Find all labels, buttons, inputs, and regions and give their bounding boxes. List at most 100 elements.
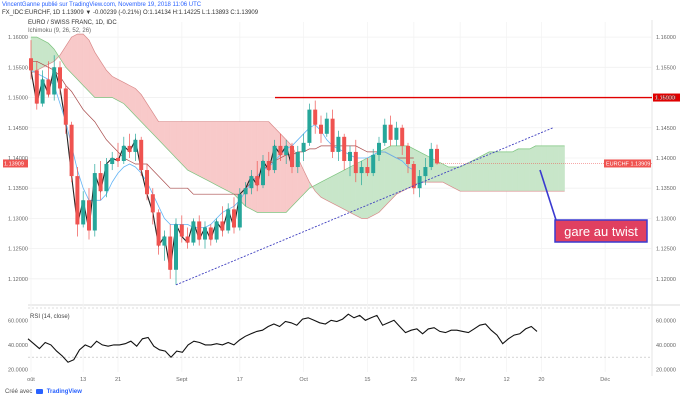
candle-body — [371, 154, 376, 174]
annotation-text: gare au twist — [564, 224, 638, 239]
cloud-segment — [175, 121, 183, 165]
axes: 1.12000 1.12000 1.12500 1.12500 1.13000 1.130… — [8, 35, 676, 383]
candle-body — [266, 160, 271, 171]
price-tick-right: 1.15500 — [656, 65, 676, 71]
candle-body — [342, 136, 347, 161]
time-tick-label: Déc — [600, 377, 610, 383]
time-tick-label: 17 — [237, 377, 243, 383]
cloud-segment — [460, 163, 467, 192]
cloud-segment — [245, 121, 252, 210]
cloud-segment — [71, 33, 78, 80]
cloud-segment — [82, 33, 90, 92]
price-tick-left: 1.15000 — [8, 96, 28, 102]
level-price-label: 1.15000 — [655, 96, 675, 102]
cloud-segment — [198, 121, 206, 180]
candle-body — [162, 236, 167, 246]
brand-name: TradingView — [46, 389, 82, 396]
rsi-title: RSI (14, close) — [30, 314, 70, 320]
candle-body — [301, 142, 306, 152]
level-price-tag — [653, 93, 680, 102]
time-tick-label: 13 — [80, 377, 86, 383]
cloud-segment — [384, 145, 391, 207]
price-tick-left: 1.15500 — [8, 65, 28, 71]
cloud-segment — [280, 133, 287, 213]
cloud-segment — [117, 79, 125, 104]
rsi-tick-right: 40.0000 — [656, 343, 676, 349]
candle-body — [324, 118, 329, 134]
chikou-span-line — [30, 67, 293, 270]
cloud-segment — [512, 148, 519, 192]
candle-body — [139, 139, 144, 171]
candle-body — [214, 221, 219, 240]
candle-body — [220, 221, 225, 231]
time-tick-label: 15 — [364, 377, 370, 383]
price-tick-right: 1.15000 — [656, 96, 676, 102]
candle-body — [307, 109, 312, 143]
cloud-segment — [251, 121, 258, 213]
cloud-segment — [547, 145, 554, 192]
cloud-segment — [558, 145, 565, 192]
candle-body — [110, 157, 115, 165]
cloud-segment — [233, 121, 241, 201]
cloud-segment — [274, 127, 281, 213]
annotation-box — [554, 219, 648, 243]
time-tick-label: oût — [27, 377, 35, 383]
candle-body — [261, 160, 265, 186]
annotation-arrow — [539, 169, 557, 221]
candle-body — [400, 127, 405, 146]
left-price-label: 1.13909 — [4, 161, 24, 167]
candle-body — [435, 148, 439, 164]
cloud-segment — [326, 175, 333, 204]
candle-body — [197, 221, 202, 240]
candle-body — [353, 151, 358, 174]
cloud-segment — [187, 121, 194, 174]
cloud-segment — [483, 151, 490, 192]
candle-body — [330, 118, 335, 152]
candle-body — [290, 145, 294, 168]
rsi-tick-left: 20.0000 — [8, 368, 28, 374]
candle-body — [116, 157, 120, 161]
candle-body — [394, 127, 399, 140]
cloud-segment — [181, 121, 188, 171]
candle-body — [127, 145, 132, 152]
candle-body — [156, 212, 161, 246]
quote-line: FX_IDC:EURCHF, 1D 1.13909 ▼ -0.00239 (-0… — [2, 10, 259, 16]
candle-body — [336, 136, 341, 152]
cloud-segment — [529, 145, 536, 192]
tradingview-brand[interactable]: Créé avec TradingView — [5, 389, 82, 395]
candle-body — [69, 124, 74, 177]
candle-body — [174, 224, 178, 270]
candle-body — [232, 209, 236, 228]
candle-body — [75, 176, 80, 225]
candle-body — [243, 188, 248, 195]
author-line: VincentGanne publié sur TradingView.com,… — [2, 2, 202, 8]
price-tick-right: 1.12500 — [656, 247, 676, 253]
price-tick-left: 1.12000 — [8, 277, 28, 283]
symbol-tag-box — [604, 159, 651, 168]
cloud-segment — [332, 172, 339, 207]
candle-body — [295, 151, 300, 168]
cloud-segment — [94, 51, 101, 98]
cloud-segment — [338, 169, 345, 210]
cloud-segment — [77, 33, 84, 86]
rsi-tick-right: 20.0000 — [656, 368, 676, 374]
candle-body — [226, 209, 231, 231]
time-tick-label: Sept — [176, 377, 188, 383]
brand-prefix: Créé avec — [5, 389, 33, 396]
cloud-segment — [344, 166, 351, 213]
cloud-segment — [500, 151, 507, 192]
cloud-segment — [303, 169, 310, 195]
price-tick-right: 1.12000 — [656, 277, 676, 283]
candle-body — [411, 164, 416, 189]
ichimoku-cloud — [30, 33, 565, 219]
price-tick-left: 1.13500 — [8, 186, 28, 192]
candle-body — [185, 236, 190, 243]
cloud-segment — [390, 145, 397, 201]
candle-body — [319, 124, 323, 134]
cloud-segment — [320, 178, 327, 201]
rsi-tick-left: 40.0000 — [8, 343, 28, 349]
time-tick-label: Nov — [455, 377, 465, 383]
candle-body — [377, 142, 381, 155]
candle-body — [58, 67, 62, 89]
cloud-segment — [106, 69, 113, 98]
